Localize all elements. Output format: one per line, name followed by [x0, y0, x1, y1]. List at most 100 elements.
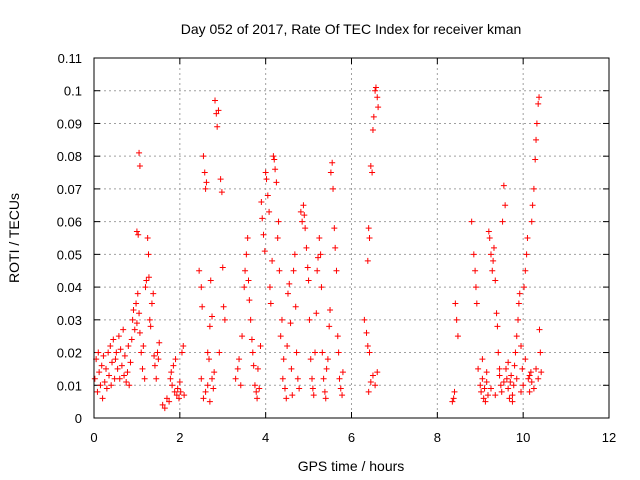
data-point	[524, 235, 531, 241]
data-point	[275, 218, 282, 225]
data-point	[481, 385, 488, 392]
data-point	[369, 127, 376, 133]
data-point	[133, 300, 140, 307]
data-point	[327, 169, 334, 176]
data-point	[170, 362, 177, 369]
data-point	[495, 349, 502, 356]
data-point	[292, 303, 299, 310]
data-point	[482, 398, 489, 405]
data-point	[486, 235, 493, 241]
data-point	[336, 375, 343, 382]
y-tick-label: 0.07	[57, 182, 82, 197]
y-tick-label: 0	[75, 411, 82, 426]
data-point	[171, 388, 178, 395]
data-point	[103, 385, 110, 392]
data-point	[509, 398, 516, 405]
x-tick-label: 12	[602, 430, 616, 445]
x-tick-label: 2	[176, 430, 183, 445]
data-point	[199, 303, 206, 310]
data-point	[306, 316, 313, 323]
data-point	[365, 225, 372, 232]
data-point	[327, 307, 334, 313]
data-point	[511, 362, 518, 369]
data-point	[261, 248, 268, 255]
data-point	[503, 375, 510, 382]
x-tick-label: 0	[90, 430, 97, 445]
data-point	[522, 267, 529, 274]
data-point	[108, 382, 115, 389]
data-point	[178, 349, 185, 356]
data-point	[245, 277, 252, 284]
data-point	[499, 218, 506, 225]
data-point	[242, 267, 249, 274]
data-point	[134, 290, 141, 297]
data-point	[103, 365, 110, 372]
data-point	[263, 176, 270, 183]
data-point	[366, 235, 373, 241]
data-point	[485, 228, 492, 235]
data-point	[498, 388, 505, 395]
data-point	[287, 320, 294, 327]
data-point	[135, 231, 142, 238]
data-point	[166, 398, 173, 405]
data-point	[296, 385, 303, 392]
y-tick-label: 0.05	[57, 247, 82, 262]
data-point	[284, 343, 291, 349]
data-point	[307, 356, 314, 363]
data-point	[473, 300, 480, 307]
data-point	[284, 290, 291, 297]
data-point	[248, 336, 255, 343]
data-point	[123, 379, 130, 385]
data-point	[241, 284, 248, 291]
data-point	[271, 156, 278, 163]
data-point	[262, 169, 269, 176]
data-point	[269, 257, 276, 264]
data-point	[319, 349, 326, 356]
data-point	[217, 176, 224, 183]
data-point	[172, 356, 179, 363]
y-tick-label: 0.03	[57, 313, 82, 328]
data-point	[309, 375, 316, 382]
data-point	[484, 392, 491, 399]
data-point	[496, 365, 503, 372]
data-point	[515, 300, 522, 307]
chart-title: Day 052 of 2017, Rate Of TEC Index for r…	[181, 21, 522, 37]
data-point	[509, 392, 516, 399]
data-point	[145, 251, 152, 258]
data-point	[291, 251, 298, 258]
data-point	[293, 349, 300, 356]
data-point	[500, 379, 507, 385]
y-axis-label: ROTI / TECUs	[6, 193, 22, 283]
data-point	[107, 343, 114, 349]
data-point	[487, 385, 494, 392]
data-point	[310, 392, 317, 399]
data-point	[167, 375, 174, 382]
data-point	[260, 231, 267, 238]
data-point	[175, 395, 182, 402]
data-point	[538, 369, 545, 376]
data-point	[124, 369, 131, 376]
data-point	[526, 388, 533, 395]
data-point	[211, 369, 218, 376]
data-points	[91, 84, 545, 412]
data-point	[138, 349, 145, 356]
data-point	[116, 375, 123, 382]
data-point	[168, 369, 175, 376]
data-point	[369, 169, 376, 176]
data-point	[477, 382, 484, 389]
data-point	[154, 349, 161, 356]
data-point	[111, 375, 118, 382]
data-point	[276, 267, 283, 274]
data-point	[515, 316, 522, 323]
data-point	[374, 94, 381, 101]
data-point	[145, 274, 152, 281]
data-point	[214, 123, 221, 130]
data-point	[505, 385, 512, 392]
data-point	[251, 382, 258, 389]
data-point	[299, 218, 306, 225]
data-point	[290, 267, 297, 274]
data-point	[210, 385, 217, 392]
data-point	[277, 333, 284, 340]
